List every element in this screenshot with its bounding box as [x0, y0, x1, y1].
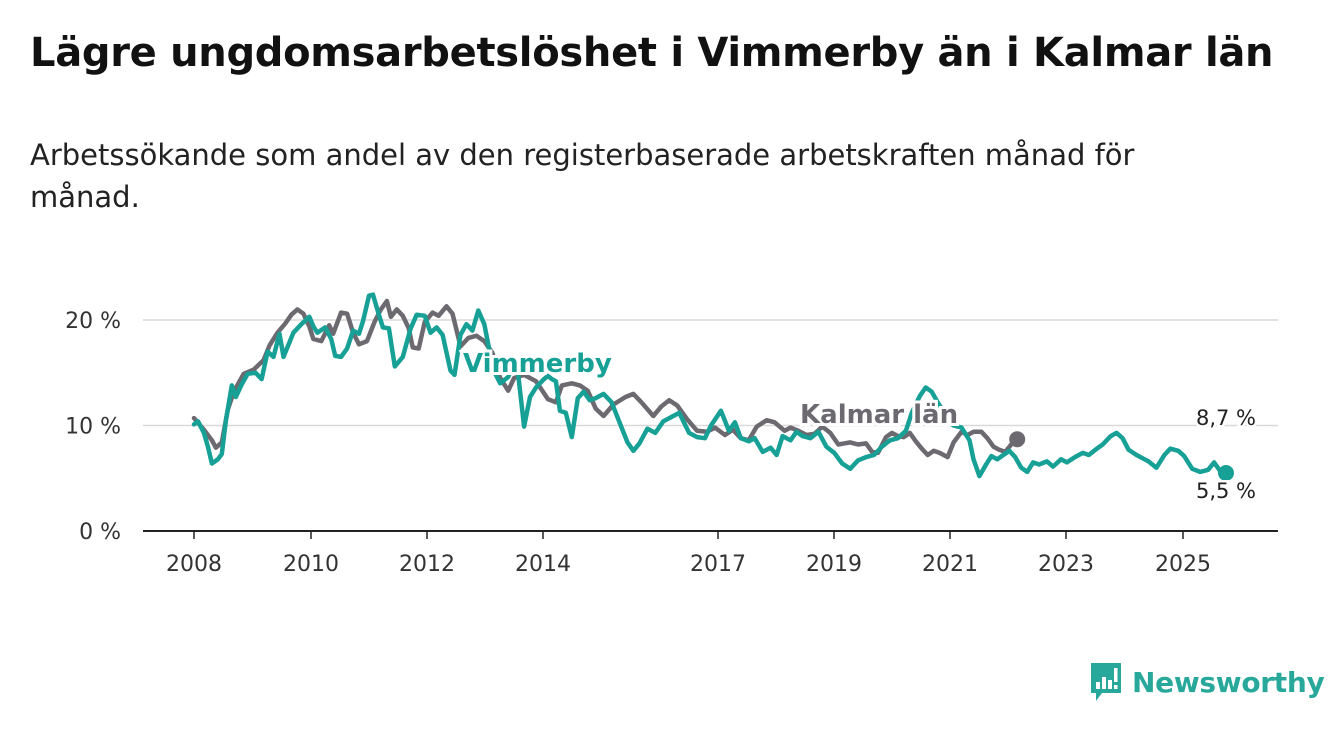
series-lines [191, 292, 1234, 481]
x-tick-label: 2010 [283, 552, 339, 577]
x-tick-label: 2019 [806, 552, 862, 577]
series-line-kalmar-län [191, 298, 1020, 460]
series-label-kalmar: Kalmar län [800, 400, 958, 430]
series-label-vimmerby: Vimmerby [463, 349, 612, 379]
series-line-vimmerby [191, 292, 1229, 479]
y-tick-label: 10 % [65, 415, 121, 440]
newsworthy-logo-icon [1091, 663, 1121, 701]
chart-subtitle: Arbetssökande som andel av den registerb… [30, 138, 1135, 214]
y-tick-label: 20 % [65, 309, 121, 334]
x-tick-label: 2023 [1038, 552, 1094, 577]
x-tick-label: 2014 [515, 552, 571, 577]
chart-title: Lägre ungdomsarbetslöshet i Vimmerby än … [30, 30, 1274, 76]
newsworthy-brand[interactable]: Newsworthy [1088, 660, 1325, 704]
series-end-point [1009, 431, 1026, 448]
x-tick-label: 2021 [922, 552, 978, 577]
line-chart: 0 % 10 % 20 % 2008 2010 2012 2014 2017 2019 2021 2… [65, 292, 1278, 577]
series-end-point [1218, 464, 1234, 481]
end-label-kalmar: 8,7 % [1196, 406, 1256, 430]
y-tick-label: 0 % [79, 520, 121, 545]
x-tick-label: 2017 [690, 552, 746, 577]
axes: 0 % 10 % 20 % 2008 2010 2012 2014 2017 2019 2021 2… [65, 309, 1278, 577]
brand-name: Newsworthy [1132, 665, 1325, 699]
x-tick-label: 2025 [1155, 552, 1211, 577]
x-tick-label: 2012 [399, 552, 455, 577]
x-tick-label: 2008 [166, 552, 222, 577]
series-labels: Vimmerby Kalmar län 8,7 % 5,5 % [460, 346, 1259, 506]
end-label-vimmerby: 5,5 % [1196, 479, 1256, 503]
